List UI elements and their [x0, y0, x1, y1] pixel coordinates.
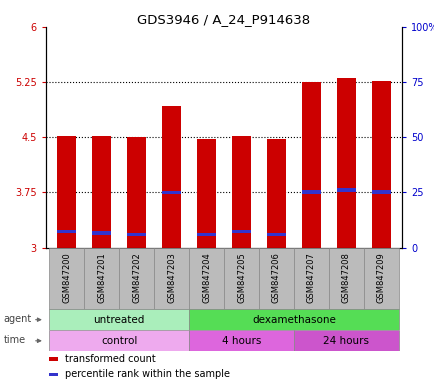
- Text: GSM847205: GSM847205: [237, 252, 246, 303]
- Bar: [301, 190, 320, 194]
- Title: GDS3946 / A_24_P914638: GDS3946 / A_24_P914638: [137, 13, 310, 26]
- Text: GSM847200: GSM847200: [62, 252, 71, 303]
- Bar: [266, 233, 286, 236]
- Text: GSM847209: GSM847209: [376, 252, 385, 303]
- Bar: [119, 248, 154, 309]
- Bar: [161, 106, 181, 248]
- Bar: [371, 190, 390, 194]
- Bar: [92, 136, 111, 248]
- Text: agent: agent: [3, 314, 32, 324]
- Bar: [49, 357, 58, 361]
- Text: time: time: [3, 335, 26, 345]
- Bar: [224, 248, 258, 309]
- Text: GSM847201: GSM847201: [97, 252, 106, 303]
- Bar: [189, 309, 398, 330]
- Text: GSM847203: GSM847203: [167, 252, 176, 303]
- Bar: [92, 231, 111, 235]
- Bar: [127, 137, 146, 248]
- Bar: [127, 233, 146, 236]
- Bar: [231, 136, 250, 248]
- Bar: [84, 248, 119, 309]
- Bar: [293, 330, 398, 351]
- Bar: [49, 372, 58, 376]
- Bar: [258, 248, 293, 309]
- Bar: [49, 309, 189, 330]
- Bar: [189, 330, 293, 351]
- Text: GSM847204: GSM847204: [201, 252, 210, 303]
- Bar: [363, 248, 398, 309]
- Text: percentile rank within the sample: percentile rank within the sample: [65, 369, 230, 379]
- Bar: [57, 230, 76, 233]
- Bar: [336, 189, 355, 192]
- Text: 24 hours: 24 hours: [322, 336, 368, 346]
- Text: dexamethasone: dexamethasone: [251, 314, 335, 325]
- Text: GSM847208: GSM847208: [341, 252, 350, 303]
- Text: GSM847206: GSM847206: [271, 252, 280, 303]
- Bar: [371, 81, 390, 248]
- Bar: [154, 248, 189, 309]
- Bar: [161, 190, 181, 194]
- Bar: [49, 330, 189, 351]
- Bar: [328, 248, 363, 309]
- Text: untreated: untreated: [93, 314, 145, 325]
- Bar: [336, 78, 355, 248]
- Bar: [49, 248, 84, 309]
- Bar: [231, 230, 250, 233]
- Bar: [197, 233, 216, 236]
- Bar: [293, 248, 328, 309]
- Text: GSM847202: GSM847202: [132, 252, 141, 303]
- Bar: [266, 139, 286, 248]
- Bar: [197, 139, 216, 248]
- Text: transformed count: transformed count: [65, 354, 156, 364]
- Bar: [57, 136, 76, 248]
- Bar: [189, 248, 224, 309]
- Bar: [301, 82, 320, 248]
- Text: 4 hours: 4 hours: [221, 336, 260, 346]
- Text: control: control: [101, 336, 137, 346]
- Text: GSM847207: GSM847207: [306, 252, 315, 303]
